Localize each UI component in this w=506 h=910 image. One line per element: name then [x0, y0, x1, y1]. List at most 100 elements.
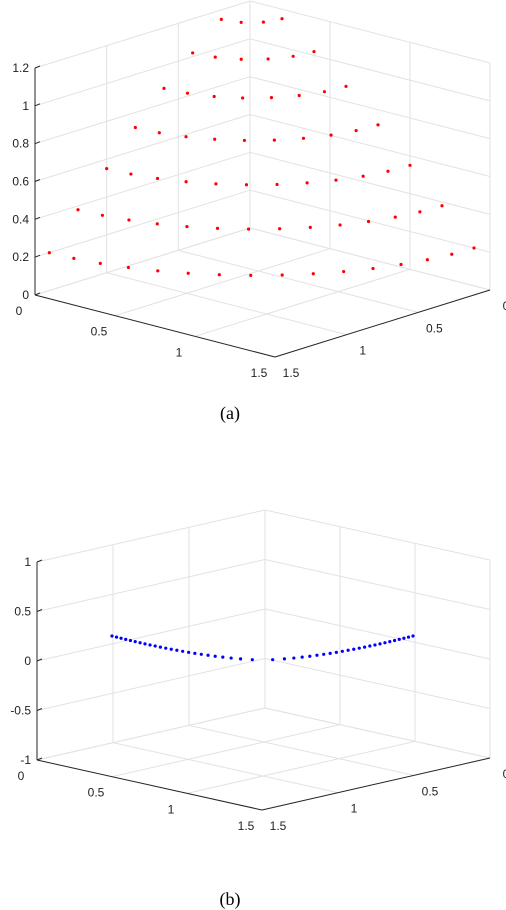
data-point [239, 20, 243, 24]
tick-labels-b: -1 -0.5 0 0.5 1 0 0.5 1 1.5 0 0.5 1 1.5 [10, 555, 506, 833]
data-point [292, 656, 296, 660]
data-point [138, 641, 142, 645]
data-point [206, 653, 210, 657]
floor-grid-line [188, 724, 415, 776]
data-point [329, 133, 333, 137]
data-point [386, 169, 390, 173]
z-tick-mark [34, 141, 41, 145]
y-tick-label: 1.5 [283, 366, 300, 380]
data-point [366, 219, 371, 224]
data-point [241, 96, 245, 100]
data-point [357, 646, 361, 650]
data-point [47, 251, 51, 255]
data-point [169, 647, 173, 651]
data-point [217, 273, 221, 277]
data-point [124, 637, 128, 642]
tick-labels-a: 0 0.2 0.4 0.6 0.8 1 1.2 0 0.5 1 1.5 0 0.5 1 1.5 [12, 61, 506, 380]
data-point [300, 655, 304, 659]
data-point [242, 138, 247, 143]
y-axis-line [261, 757, 491, 811]
x-tick-label: 0 [16, 304, 23, 318]
data-point [322, 90, 327, 94]
x-tick-label: 1.5 [238, 819, 255, 833]
grid-a [34, 0, 491, 358]
x-tick-label: 1 [176, 345, 183, 359]
data-point [346, 648, 350, 652]
data-point [157, 131, 161, 135]
x-tick-label: 0 [18, 769, 25, 783]
wall-grid-line [249, 76, 491, 140]
data-point [378, 642, 382, 646]
wall-grid-line [264, 509, 491, 561]
wall-grid-line [36, 559, 266, 612]
x-axis-line [36, 759, 263, 811]
data-point [215, 226, 220, 231]
data-point [362, 645, 367, 649]
z-tick-label: 0.8 [12, 137, 29, 151]
y-tick-label: 0.5 [422, 784, 439, 798]
y-axis-line [274, 289, 491, 358]
wall-grid-line [34, 38, 251, 107]
data-point [212, 94, 216, 99]
data-point [119, 636, 123, 640]
data-point [213, 55, 217, 59]
data-point [308, 654, 312, 658]
data-point [175, 648, 179, 652]
z-tick-mark [34, 103, 41, 107]
data-point [129, 172, 133, 176]
data-point [272, 138, 276, 142]
data-point [312, 49, 316, 54]
wall-grid-line [34, 0, 251, 69]
data-point [399, 262, 403, 267]
z-tick-mark [34, 65, 41, 69]
x-tick-label: 1.5 [251, 366, 268, 380]
data-point [282, 657, 287, 661]
z-tick-mark [36, 658, 43, 662]
data-point [164, 646, 168, 650]
axes-b [36, 559, 491, 811]
z-tick-mark [36, 757, 43, 761]
wall-grid-line [249, 227, 491, 291]
y-tick-label: 0.5 [426, 321, 443, 335]
data-point [383, 641, 387, 645]
z-tick-mark [34, 216, 41, 220]
y-tick-label: 0 [503, 767, 506, 781]
data-point [221, 655, 225, 659]
data-point [155, 176, 160, 181]
data-point [411, 634, 415, 638]
z-tick-mark [34, 292, 41, 296]
z-tick-label: 1 [24, 555, 31, 569]
data-point [301, 136, 306, 140]
data-point [334, 178, 338, 182]
data-point [184, 135, 188, 139]
wall-grid-line [34, 189, 251, 258]
y-tick-label: 1 [359, 344, 366, 358]
data-point [440, 204, 444, 208]
data-point [128, 638, 133, 643]
data-point [361, 174, 365, 178]
caption-b: (b) [220, 889, 241, 910]
caption-a: (a) [220, 403, 240, 424]
data-point [352, 647, 356, 651]
data-point [133, 640, 137, 644]
data-point [308, 225, 312, 229]
wall-grid-line [34, 114, 251, 182]
data-point [158, 645, 163, 649]
data-point [315, 653, 319, 657]
data-point [199, 652, 203, 656]
x-tick-label: 0.5 [91, 325, 108, 339]
data-point [244, 183, 249, 187]
y-tick-label: 1 [351, 802, 358, 816]
data-point [219, 17, 223, 21]
z-tick-label: 1 [22, 99, 29, 113]
data-point [126, 265, 130, 270]
wall-grid-line [264, 707, 491, 759]
data-point [393, 215, 397, 219]
z-tick-mark [34, 254, 41, 258]
data-point [472, 246, 476, 250]
data-point [185, 225, 189, 229]
data-point [328, 651, 332, 655]
data-point [246, 227, 251, 231]
data-point [278, 227, 282, 231]
data-point [425, 258, 429, 262]
